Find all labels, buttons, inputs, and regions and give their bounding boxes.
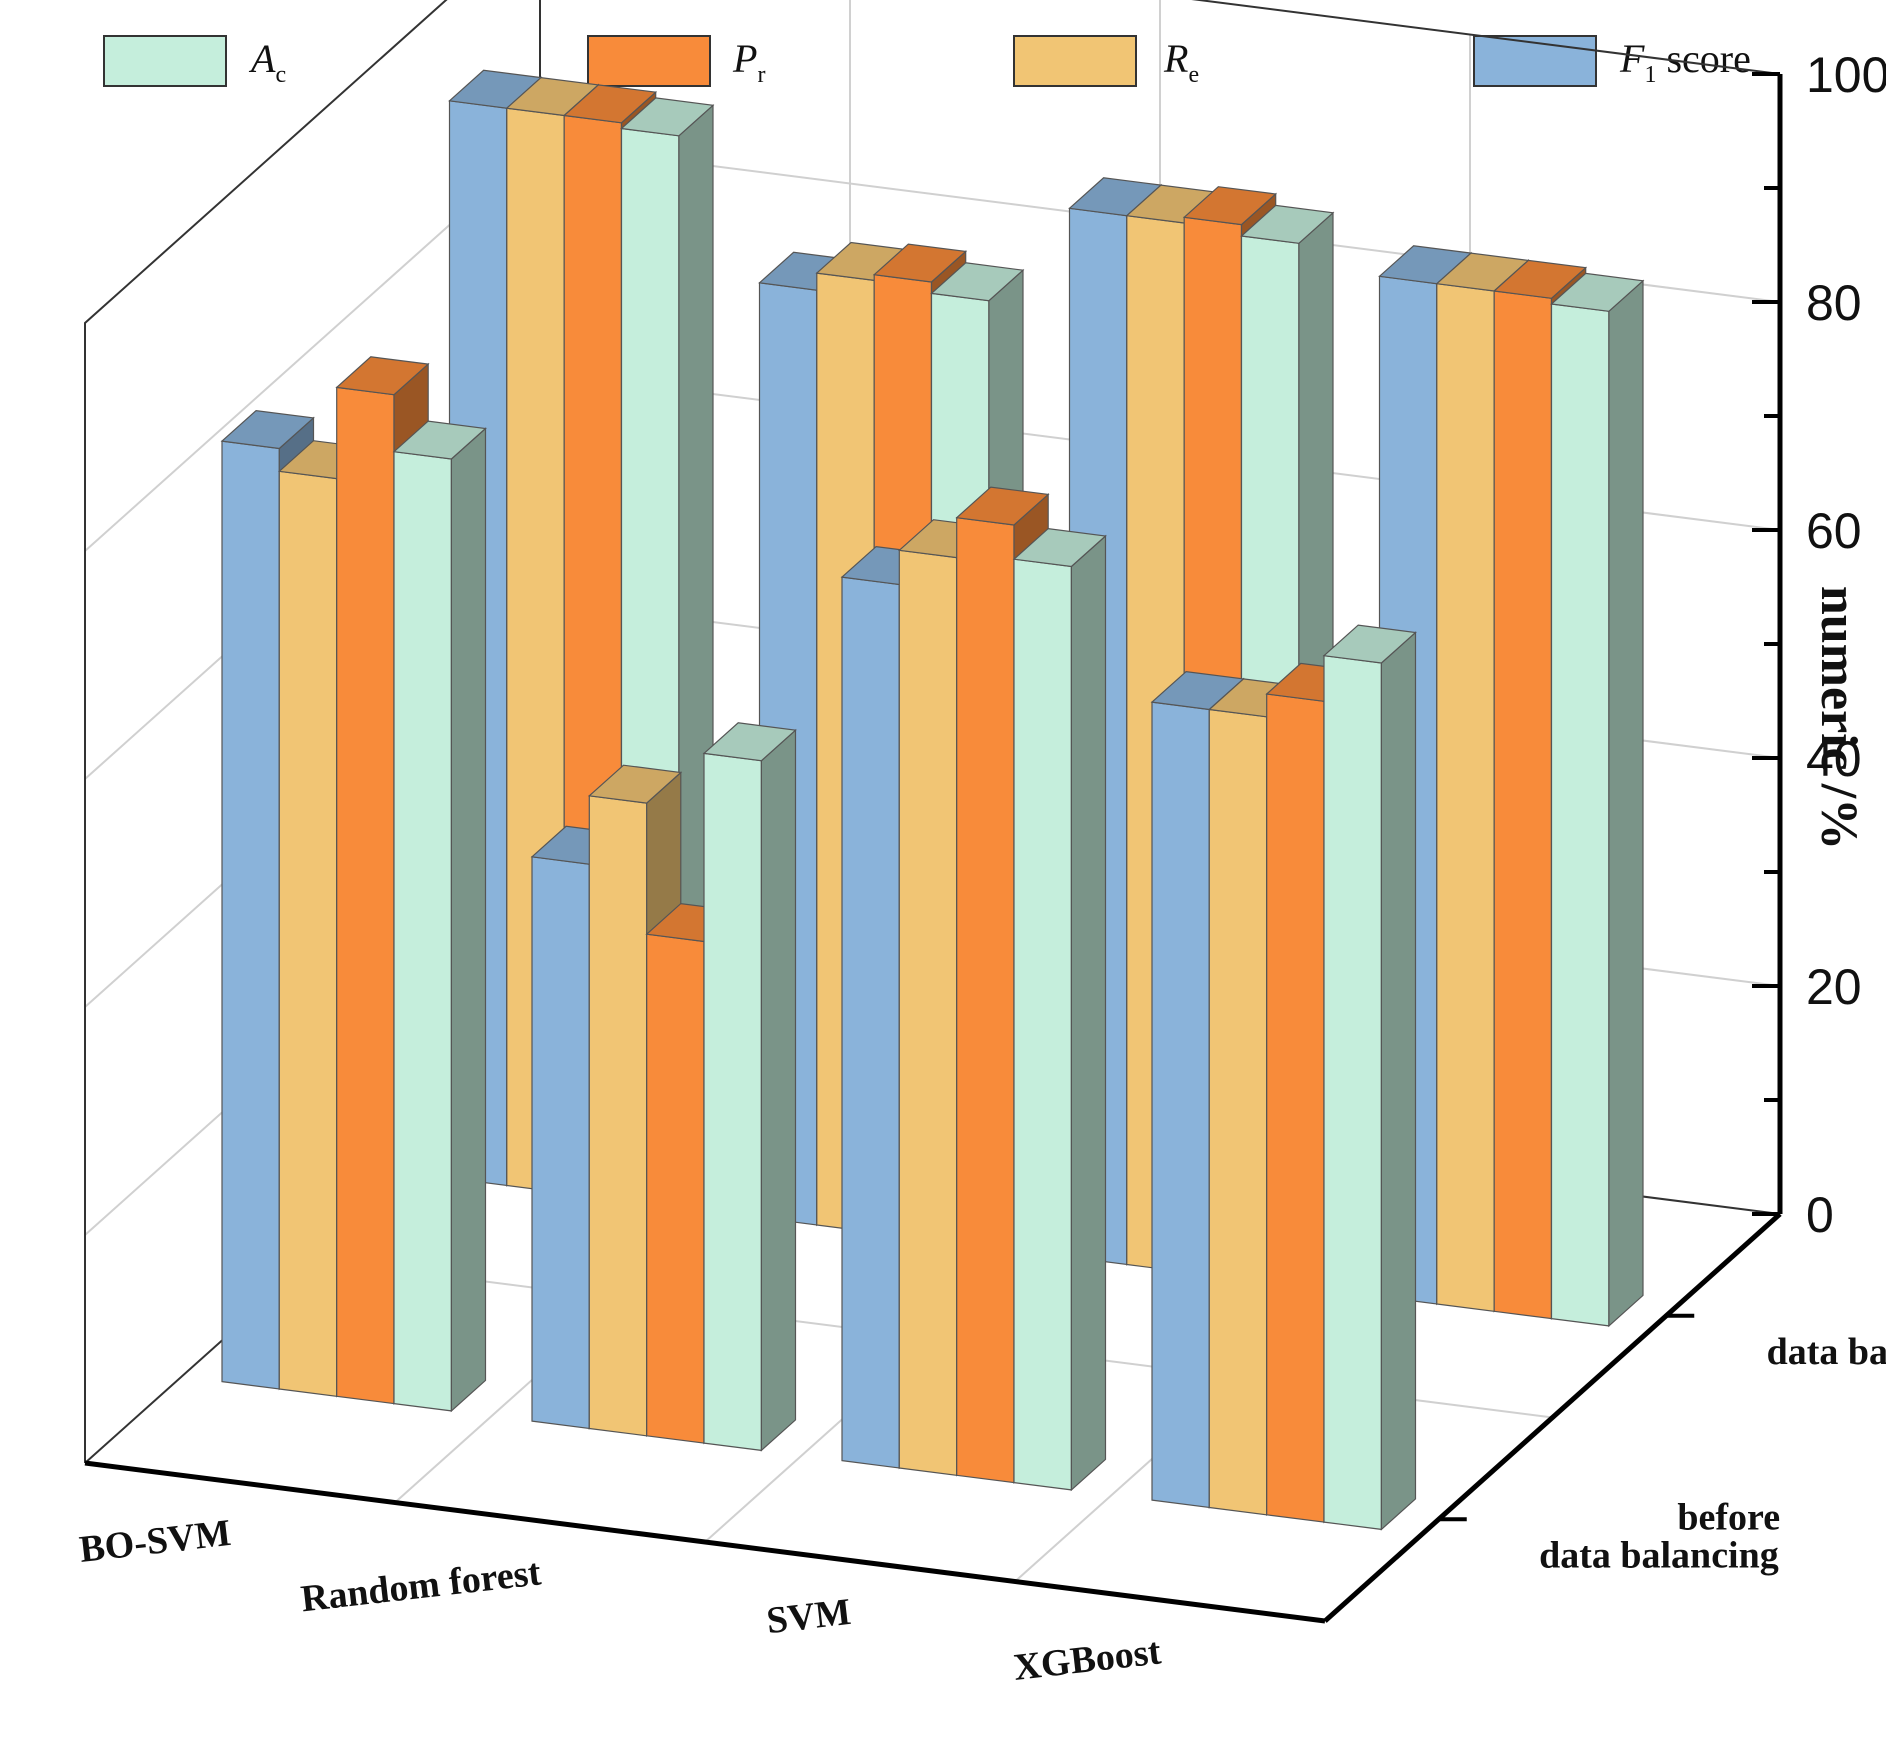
bar-front-face bbox=[1266, 693, 1325, 1523]
depth-label-before-data-balancing: before data balancing bbox=[1539, 1496, 1780, 1576]
legend: Ac Pr Re F1 score bbox=[103, 35, 1751, 88]
bar-top-face bbox=[955, 486, 1050, 526]
y-tick-label: 40 bbox=[1806, 731, 1862, 787]
legend-swatch-pr bbox=[587, 35, 711, 87]
bar-side-face bbox=[760, 728, 797, 1452]
bar-top-face bbox=[562, 84, 658, 124]
legend-swatch-ac bbox=[103, 35, 227, 87]
bar-svm-before-ac bbox=[1012, 527, 1107, 1492]
y-tick-label: 20 bbox=[1806, 959, 1862, 1015]
depth-axis-line bbox=[1323, 1212, 1782, 1623]
bar-top-face bbox=[872, 243, 968, 283]
legend-item-f1: F1 score bbox=[1473, 35, 1751, 88]
bar-front-face bbox=[1550, 303, 1610, 1327]
legend-swatch-re bbox=[1013, 35, 1137, 87]
category-label-xgboost: XGBoost bbox=[1011, 1630, 1163, 1688]
bar-top-face bbox=[587, 764, 683, 804]
bar-side-face bbox=[450, 427, 487, 1413]
bar-front-face bbox=[221, 440, 280, 1390]
y-tick-label: 80 bbox=[1806, 275, 1862, 331]
bar-front-face bbox=[531, 856, 590, 1430]
bar-front-face bbox=[646, 933, 705, 1444]
bar-front-face bbox=[841, 576, 900, 1469]
legend-label-f1: F1 score bbox=[1619, 36, 1751, 88]
legend-label-pr: Pr bbox=[732, 36, 765, 88]
bar-front-face bbox=[393, 451, 452, 1412]
legend-item-pr: Pr bbox=[587, 35, 765, 88]
bar-top-face bbox=[1240, 204, 1335, 244]
wall-frame bbox=[84, 0, 1781, 1463]
bar-bo-svm-before-ac bbox=[392, 420, 487, 1413]
bar-random-forest-before-ac bbox=[702, 722, 797, 1452]
bar-side-face bbox=[1380, 631, 1417, 1531]
bar-top-face bbox=[1322, 624, 1417, 664]
bar-top-face bbox=[620, 97, 715, 137]
category-label-svm: SVM bbox=[764, 1591, 853, 1642]
legend-label-re: Re bbox=[1163, 36, 1199, 88]
bar-front-face bbox=[1436, 283, 1495, 1312]
category-label-random-forest: Random forest bbox=[299, 1551, 544, 1620]
bar-top-face bbox=[1550, 272, 1645, 312]
legend-label-ac: Ac bbox=[248, 36, 286, 88]
legend-swatch-f1 bbox=[1473, 35, 1597, 87]
bar-top-face bbox=[220, 409, 315, 450]
bar-top-face bbox=[930, 262, 1025, 302]
y-tick-label: 100 bbox=[1806, 47, 1886, 103]
bar-top-face bbox=[1492, 259, 1588, 299]
bar-front-face bbox=[278, 470, 338, 1397]
bar-front-face bbox=[1208, 708, 1268, 1516]
bar-side-face bbox=[1608, 279, 1644, 1328]
bar-front-face bbox=[1323, 655, 1383, 1531]
depth-label-after-data-balancing: afterdata balancing bbox=[1767, 1293, 1886, 1373]
bars bbox=[220, 69, 1645, 1531]
y-tick-label: 0 bbox=[1806, 1187, 1834, 1243]
bar-front-face bbox=[1151, 701, 1210, 1509]
bar-front-face bbox=[898, 549, 958, 1476]
legend-item-re: Re bbox=[1013, 35, 1199, 88]
y-tick-label: 60 bbox=[1806, 503, 1862, 559]
bar-side-face bbox=[1070, 534, 1107, 1492]
bar-front-face bbox=[1493, 290, 1553, 1320]
legend-item-ac: Ac bbox=[103, 35, 286, 88]
bar-front-face bbox=[1013, 558, 1073, 1491]
bar-top-face bbox=[1012, 527, 1107, 568]
bar-top-face bbox=[702, 722, 797, 762]
category-label-bo-svm: BO-SVM bbox=[77, 1512, 233, 1571]
bar-front-face bbox=[336, 386, 395, 1405]
bar-top-face bbox=[335, 356, 430, 396]
bar-xgboost-before-ac bbox=[1322, 624, 1417, 1531]
y-axis-title: numeric /% bbox=[1810, 586, 1867, 850]
bar-front-face bbox=[588, 795, 648, 1437]
bar-top-face bbox=[1182, 186, 1278, 226]
bar-xgboost-after-ac bbox=[1550, 272, 1645, 1328]
bar-front-face bbox=[703, 752, 763, 1452]
x-axis-line bbox=[84, 1460, 1326, 1624]
bar-top-face bbox=[392, 420, 487, 460]
bar-front-face bbox=[956, 517, 1015, 1484]
